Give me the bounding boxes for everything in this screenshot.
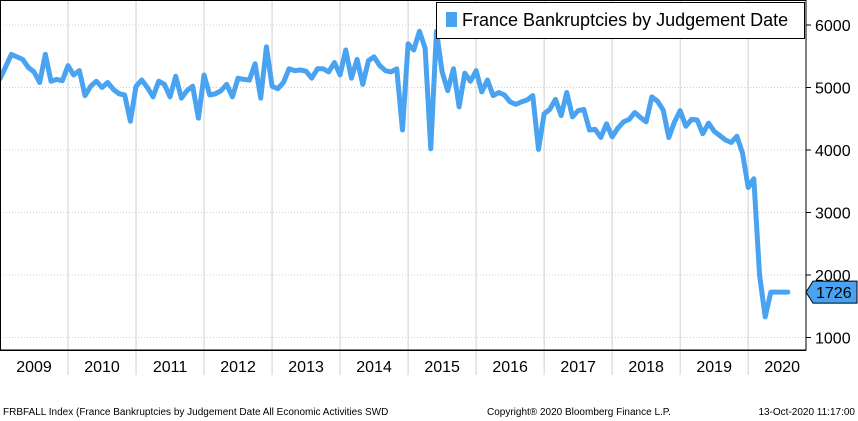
x-tick-label: 2013 [288, 359, 324, 376]
x-tick-label: 2010 [84, 359, 120, 376]
y-tick-label: 4000 [815, 143, 851, 160]
series-layer [0, 28, 791, 320]
y-tick-label: 1000 [815, 331, 851, 348]
x-tick-label: 2014 [356, 359, 392, 376]
footer-timestamp: 13-Oct-2020 11:17:00 [758, 407, 855, 418]
legend-label: France Bankruptcies by Judgement Date [462, 10, 788, 30]
x-tick-label: 2015 [424, 359, 460, 376]
x-tick-label: 2012 [220, 359, 256, 376]
x-tick-label: 2020 [764, 359, 800, 376]
x-tick-label: 2009 [16, 359, 52, 376]
footer-index-description: FRBFALL Index (France Bankruptcies by Ju… [3, 407, 389, 418]
last-value-label: 1726 [805, 280, 858, 304]
footer: FRBFALL Index (France Bankruptcies by Ju… [0, 405, 858, 421]
chart-area: 6000 5000 4000 3000 2000 1000 2009 2010 2011 201… [0, 0, 858, 376]
last-value-tag [805, 280, 858, 304]
y-tick-label: 6000 [815, 18, 851, 35]
x-tick-label: 2018 [628, 359, 664, 376]
legend-swatch [446, 12, 457, 27]
x-tick-label: 2019 [696, 359, 732, 376]
x-tick-label: 2016 [492, 359, 528, 376]
legend-box [436, 2, 805, 39]
legend: France Bankruptcies by Judgement Date [436, 2, 805, 39]
y-tick-label: 5000 [815, 81, 851, 98]
footer-copyright: Copyright® 2020 Bloomberg Finance L.P. [487, 407, 671, 418]
last-value-text: 1726 [816, 285, 852, 302]
plot-frame [0, 0, 807, 351]
x-tick-label: 2011 [153, 359, 188, 376]
y-tick-label: 3000 [815, 206, 851, 223]
series-line-france-bankruptcies [0, 28, 791, 320]
bottom-x-axis: 2009 2010 2011 2012 2013 2014 2015 2016 2017 2018… [0, 350, 806, 376]
x-tick-label: 2017 [560, 359, 596, 376]
horizontal-grid [0, 24, 806, 338]
